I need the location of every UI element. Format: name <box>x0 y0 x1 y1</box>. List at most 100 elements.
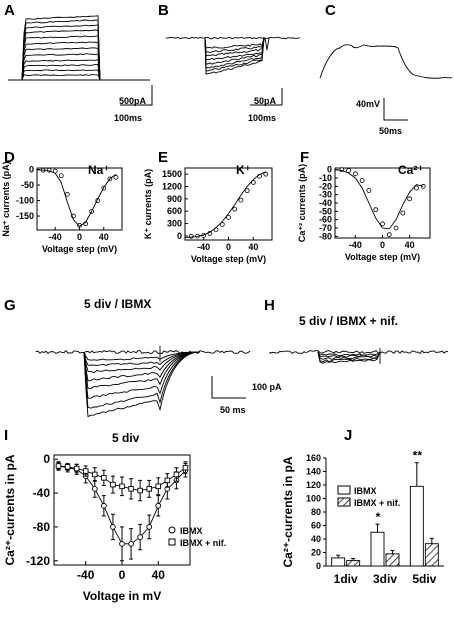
trace-sweep <box>8 35 150 81</box>
scalebar-b-x: 100ms <box>248 113 276 123</box>
chart-na-current: -40 0 40 0 -50 -100 -150 Voltage step (mV) Na⁺ c… <box>1 161 123 254</box>
y-tick-label: 1200 <box>162 182 182 192</box>
data-point-circle <box>101 502 107 509</box>
data-point <box>238 197 244 203</box>
chart-title: Na⁺ <box>88 163 110 177</box>
trace-sweep <box>317 351 381 364</box>
trace-baseline <box>165 36 301 40</box>
data-point <box>400 210 406 216</box>
scalebar-gh <box>211 376 246 399</box>
data-point-square <box>164 477 171 484</box>
trace-panel-a: 500pA 100ms <box>8 15 153 123</box>
bar <box>385 553 400 567</box>
trace-sweep <box>83 351 201 382</box>
y-tick-label: -40 <box>33 486 51 500</box>
y-tick-label: 0 <box>177 231 182 241</box>
trace-sweep <box>317 351 381 361</box>
y-tick-label: -100 <box>16 196 34 206</box>
data-point-square <box>110 481 116 488</box>
data-point <box>380 221 385 227</box>
scalebar-b-y: 50pA <box>254 96 277 106</box>
data-point-circle <box>155 502 162 509</box>
trace-sweep <box>83 351 201 374</box>
panel-h-title: 5 div / IBMX + nif. <box>299 314 398 328</box>
trace-sweep <box>204 37 265 69</box>
data-point <box>346 168 351 173</box>
legend-label: IBMX + nif. <box>354 498 400 508</box>
data-point-circle <box>146 524 153 530</box>
trace-sweep <box>83 351 201 366</box>
data-point <box>366 188 372 193</box>
data-point <box>373 207 379 213</box>
y-tick-label: 80 <box>311 507 321 517</box>
legend-swatch <box>337 497 351 507</box>
y-tick-label: -150 <box>16 211 34 221</box>
data-point-square <box>173 471 180 478</box>
fit-line <box>334 169 424 230</box>
data-point <box>386 232 392 238</box>
scalebar-c-x: 50ms <box>379 126 402 136</box>
panel-label-e: E <box>158 149 168 166</box>
data-point-circle <box>119 540 125 547</box>
trace-panel-b: 50pA 100ms <box>165 36 301 123</box>
y-tick-label: 1500 <box>162 169 182 179</box>
trace-sweep <box>83 351 201 399</box>
trace-sweep <box>8 24 150 81</box>
x-axis-label: Voltage step (mV) <box>191 254 266 264</box>
panel-label-j: J <box>344 427 352 444</box>
trace-baseline <box>35 349 251 354</box>
trace-sweep <box>83 351 201 389</box>
y-axis-label: K⁺ currents (pA) <box>143 169 153 239</box>
data-point <box>64 191 70 197</box>
panel-label-b: B <box>158 2 169 19</box>
trace-sweep <box>83 351 201 418</box>
data-point-circle <box>128 540 134 547</box>
chart-title: 5 div <box>112 431 140 445</box>
data-point-square <box>137 487 143 494</box>
y-tick-label: 0 <box>43 452 50 466</box>
y-tick-label: 900 <box>167 194 182 204</box>
y-tick-label: 160 <box>306 453 321 463</box>
data-point-square <box>64 464 71 470</box>
data-point-square <box>92 471 98 478</box>
y-tick-label: -80 <box>319 231 332 241</box>
y-tick-label: 40 <box>311 534 321 544</box>
trace-sweep <box>8 64 150 81</box>
data-point <box>407 196 413 202</box>
y-tick-label: -60 <box>319 215 332 225</box>
x-tick-label: 40 <box>99 232 109 242</box>
data-point-circle <box>91 485 98 492</box>
data-point-circle <box>110 524 116 530</box>
trace-sweep <box>204 37 265 61</box>
trace-panel-g <box>35 346 251 418</box>
x-axis-label: Voltage step (mV) <box>42 244 117 254</box>
y-tick-label: -10 <box>319 173 332 183</box>
x-tick-label: -40 <box>49 232 62 242</box>
chart-k-current: -40 0 40 0 300 600 900 1200 1500 Voltage step (mV… <box>143 163 273 264</box>
scalebar-c <box>383 98 408 121</box>
trace-sweep <box>204 37 265 54</box>
trace-sweep <box>204 37 265 72</box>
legend-label: IBMX <box>354 486 377 496</box>
x-axis-label: Voltage step (mV) <box>345 252 420 262</box>
trace-sweep <box>8 41 150 81</box>
significance-mark: ** <box>413 449 423 463</box>
y-tick-label: 120 <box>306 480 321 490</box>
x-tick-label: 0 <box>77 232 82 242</box>
panel-label-d: D <box>4 149 15 166</box>
y-axis-label: Ca²⁺-currents in pA <box>3 454 17 565</box>
y-tick-label: -40 <box>319 198 332 208</box>
data-point-circle <box>137 534 143 540</box>
data-point-square <box>55 463 62 469</box>
data-point-square <box>82 468 89 474</box>
y-tick-label: -70 <box>319 223 332 233</box>
legend-marker-circle <box>168 526 176 534</box>
legend-label: IBMX <box>180 526 203 536</box>
chart-iv-5div: -40 0 40 0 -40 -80 -120 Voltage in mV Ca²⁺-curre… <box>3 431 226 603</box>
data-point-square <box>73 465 80 472</box>
y-tick-label: -120 <box>26 554 50 568</box>
category-label: 3div <box>373 572 397 586</box>
data-point <box>359 178 365 183</box>
